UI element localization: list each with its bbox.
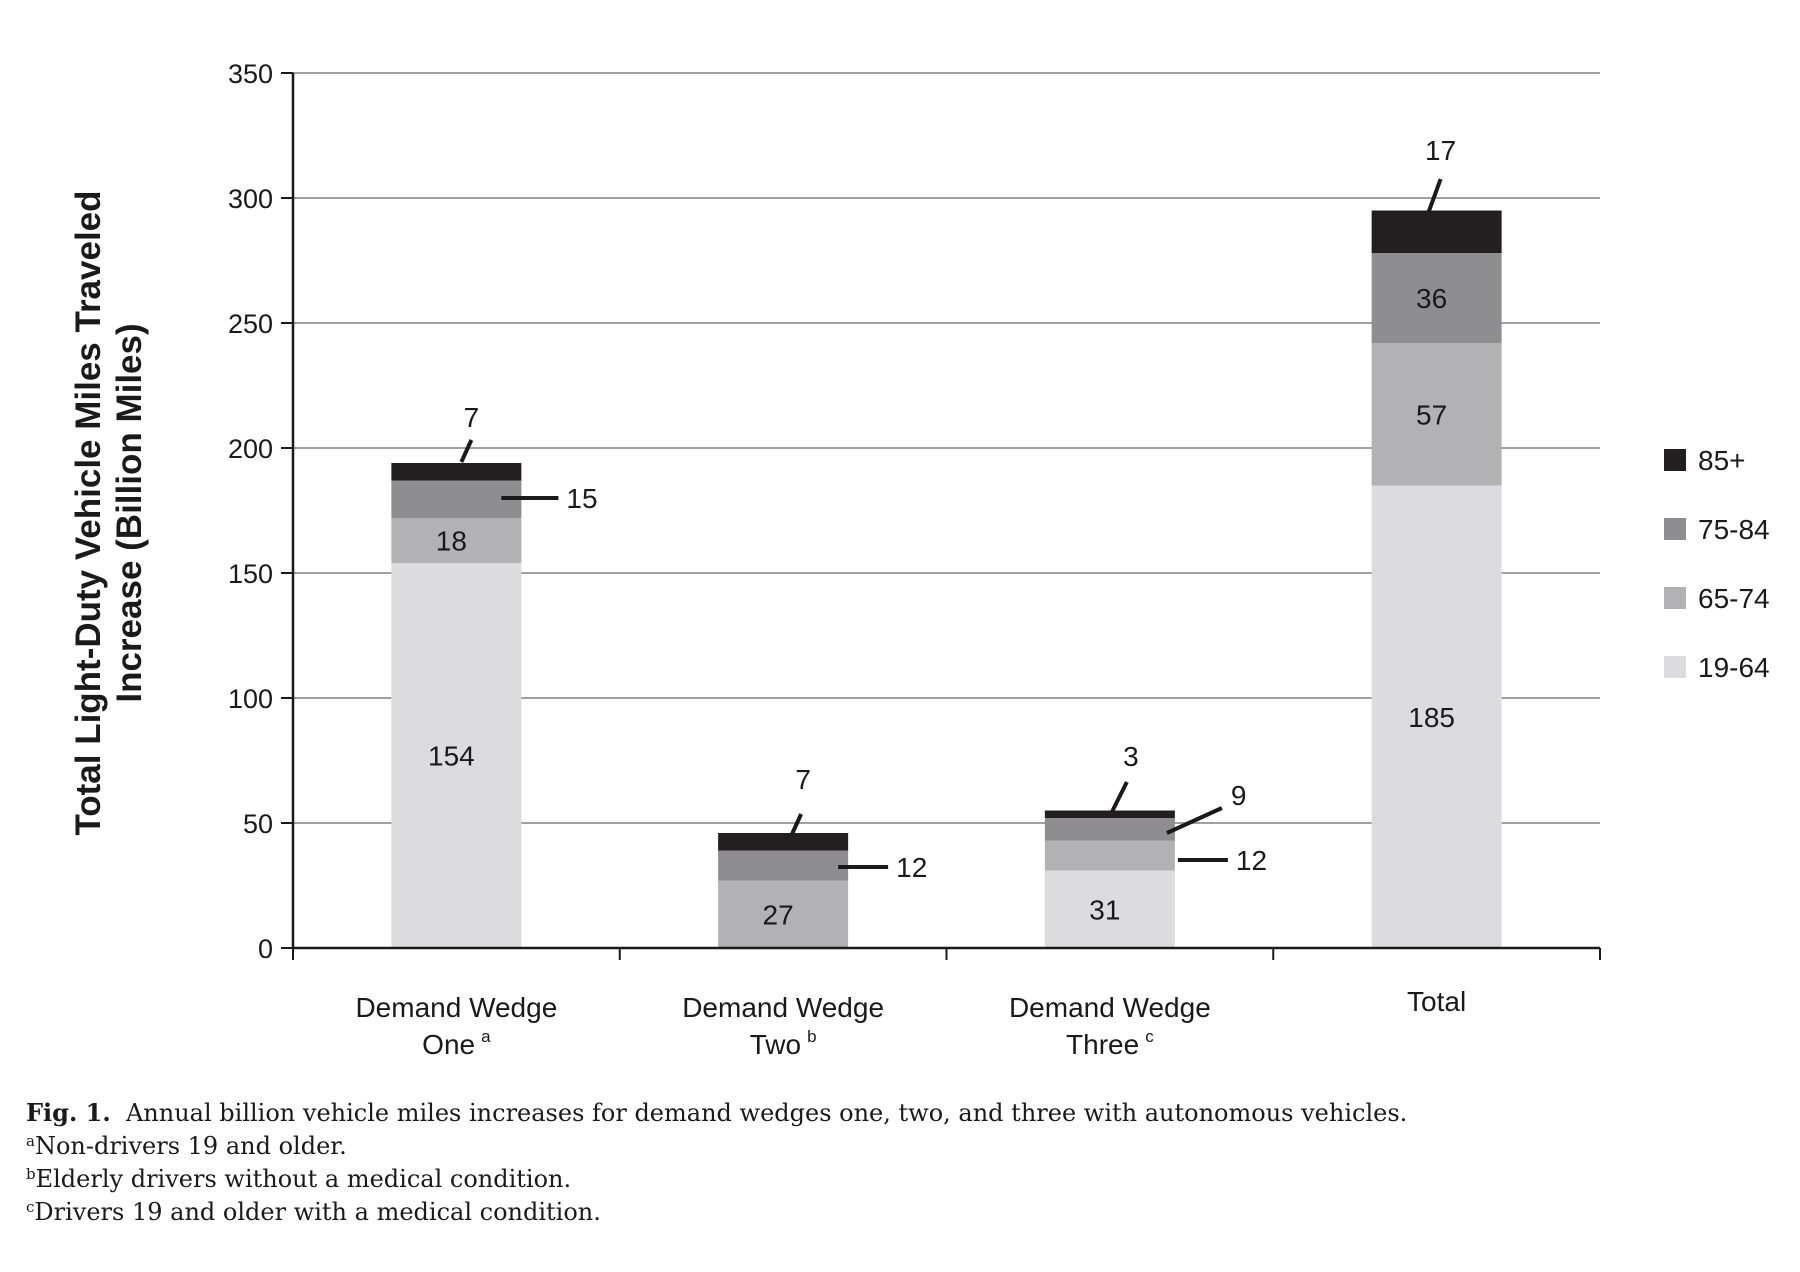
category-label-line-2: One a [422, 1027, 491, 1060]
bar-segment [1371, 253, 1502, 343]
legend-swatch [1664, 656, 1686, 678]
legend-label: 65-74 [1698, 583, 1770, 614]
axes: 0 50 100 150 200 250 300 350 Demand Wedge One a Dem… [228, 59, 1601, 1060]
data-label: 31 [1089, 894, 1120, 925]
bar-segment [718, 833, 849, 851]
legend: 85+ 75-84 65-74 19-64 [1664, 445, 1770, 683]
data-labels: 154 18 15 7 27 12 7 31 12 9 3 185 57 36 17 [428, 135, 1456, 930]
data-label: 154 [428, 741, 475, 772]
leader-line [1426, 178, 1443, 213]
category-label: Demand Wedge [1009, 992, 1211, 1023]
bar-segment [391, 463, 522, 481]
footnote-b: bElderly drivers without a medical condi… [26, 1163, 1766, 1196]
footnote-a: aNon-drivers 19 and older. [26, 1130, 1766, 1163]
y-tick-label: 100 [228, 684, 273, 714]
stacked-bar-chart: 0 50 100 150 200 250 300 350 Demand Wedge One a Dem… [69, 59, 1770, 1060]
legend-swatch [1664, 449, 1686, 471]
y-axis-title-line-1: Total Light-Duty Vehicle Miles Traveled [69, 190, 108, 835]
bar-segment [1044, 818, 1175, 841]
bar-segment [1044, 840, 1175, 871]
legend-label: 19-64 [1698, 652, 1770, 683]
data-label: 7 [795, 764, 811, 795]
footnote-mark: a [481, 1027, 491, 1046]
bar-segment [1044, 870, 1175, 948]
leader-line [789, 813, 803, 837]
caption-text: Annual billion vehicle miles increases f… [125, 1099, 1408, 1127]
category-label-text: Three [1066, 1029, 1139, 1060]
data-label: 18 [436, 526, 467, 557]
leader-line [1166, 806, 1223, 835]
bar-segment [718, 850, 849, 881]
caption-main: Fig. 1. Annual billion vehicle miles inc… [26, 1096, 1766, 1130]
footnote-mark: c [1145, 1027, 1154, 1046]
bar-segment [391, 480, 522, 518]
y-tick-label: 0 [258, 934, 273, 964]
data-label: 185 [1408, 702, 1455, 733]
bar-segment [391, 563, 522, 948]
data-label: 15 [566, 483, 597, 514]
y-axis-title-line-2: Increase (Billion Miles) [110, 323, 149, 702]
category-label-line-2: Two b [750, 1027, 817, 1060]
legend-label: 75-84 [1698, 514, 1770, 545]
data-label: 3 [1123, 741, 1139, 772]
footnote-text: Drivers 19 and older with a medical cond… [34, 1198, 601, 1226]
bar-segment [1371, 343, 1502, 486]
footnote-mark: b [26, 1165, 36, 1183]
figure-number: Fig. 1. [26, 1098, 111, 1127]
y-tick-label: 250 [228, 309, 273, 339]
data-label: 12 [1236, 845, 1267, 876]
bar-segment [391, 518, 522, 563]
bar-segment [718, 880, 849, 948]
y-tick-label: 150 [228, 559, 273, 589]
footnote-mark: b [807, 1027, 816, 1046]
legend-swatch [1664, 518, 1686, 540]
bar-segment [1044, 810, 1175, 818]
footnote-text: Elderly drivers without a medical condit… [35, 1165, 572, 1193]
category-label-text: One [422, 1029, 475, 1060]
footnote-text: Non-drivers 19 and older. [34, 1132, 347, 1160]
y-tick-label: 50 [243, 809, 273, 839]
figure-caption: Fig. 1. Annual billion vehicle miles inc… [26, 1096, 1766, 1229]
data-label: 12 [896, 852, 927, 883]
data-label: 17 [1425, 135, 1456, 166]
footnote-mark: a [26, 1132, 35, 1150]
category-label: Demand Wedge [355, 992, 557, 1023]
bars [391, 210, 1502, 948]
category-label: Total [1407, 986, 1466, 1017]
data-label: 27 [763, 899, 794, 930]
data-label: 36 [1416, 283, 1447, 314]
leader-line [1110, 781, 1129, 813]
category-label: Demand Wedge [682, 992, 884, 1023]
category-label-text: Two [750, 1029, 801, 1060]
y-tick-label: 200 [228, 434, 273, 464]
data-label: 57 [1416, 399, 1447, 430]
legend-label: 85+ [1698, 445, 1746, 476]
legend-swatch [1664, 587, 1686, 609]
bar-segment [1371, 485, 1502, 948]
data-label: 7 [464, 402, 480, 433]
footnote-c: cDrivers 19 and older with a medical con… [26, 1196, 1766, 1229]
bar-segment [1371, 210, 1502, 253]
category-label-line-2: Three c [1066, 1027, 1154, 1060]
leader-line [459, 439, 474, 463]
data-label: 9 [1231, 780, 1247, 811]
y-tick-label: 350 [228, 59, 273, 89]
y-tick-label: 300 [228, 184, 273, 214]
footnote-mark: c [26, 1198, 35, 1216]
